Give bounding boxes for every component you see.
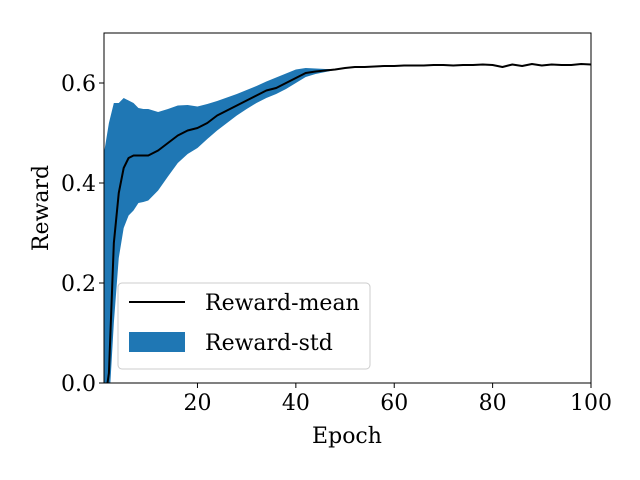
legend-label-mean: Reward-mean: [205, 291, 360, 316]
y-tick-label: 0.0: [61, 372, 96, 397]
x-tick-label: 100: [570, 391, 612, 416]
x-axis-label: Epoch: [312, 424, 382, 449]
y-tick-label: 0.4: [61, 172, 96, 197]
x-tick-label: 80: [479, 391, 507, 416]
plot-area: [104, 63, 591, 383]
y-tick-label: 0.2: [61, 272, 96, 297]
x-tick-label: 20: [183, 391, 211, 416]
axes-frame: [103, 32, 592, 384]
x-tick-label: 60: [380, 391, 408, 416]
legend: Reward-mean Reward-std: [117, 282, 371, 370]
legend-label-std: Reward-std: [205, 331, 333, 356]
axis-ticks: 20 40 60 80 100 0.0 0.2 0.4 0.6: [61, 72, 612, 416]
x-tick-label: 40: [282, 391, 310, 416]
legend-swatch-std: [129, 332, 185, 352]
reward-mean-line: [106, 63, 591, 383]
y-tick-label: 0.6: [61, 72, 96, 97]
y-axis-label: Reward: [29, 165, 54, 251]
